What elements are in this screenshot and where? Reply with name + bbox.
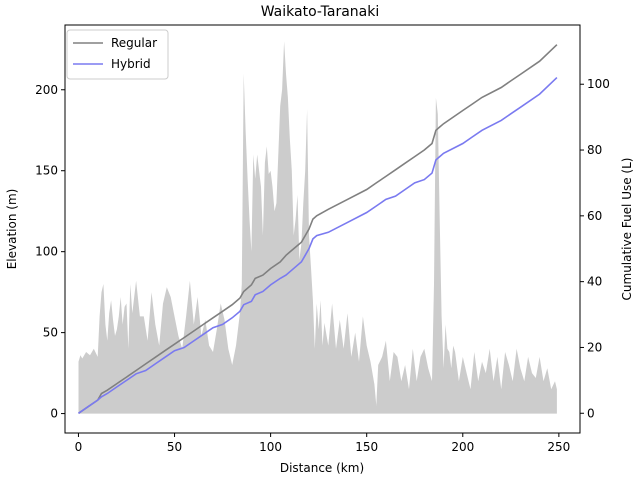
x-tick-label: 100 — [259, 440, 282, 454]
y2-tick-label: 0 — [587, 406, 595, 420]
y-tick-label: 50 — [43, 326, 58, 340]
y-axis-left: 0 50 100 150 200 — [35, 83, 65, 421]
x-axis: 0 50 100 150 200 250 — [75, 433, 570, 454]
series-line-hybrid — [78, 77, 558, 414]
legend-label-hybrid: Hybrid — [111, 57, 151, 71]
series-line-regular — [78, 44, 558, 414]
chart-title: Waikato-Taranaki — [261, 4, 380, 20]
y-axis-label: Elevation (m) — [5, 189, 19, 270]
y2-tick-label: 40 — [587, 275, 602, 289]
y2-tick-label: 100 — [587, 77, 610, 91]
x-tick-label: 150 — [355, 440, 378, 454]
elevation-area-layer — [78, 41, 557, 414]
elevation-area — [78, 41, 557, 414]
y2-tick-label: 80 — [587, 143, 602, 157]
y2-axis-label: Cumulative Fuel Use (L) — [620, 158, 634, 301]
series-layer — [78, 44, 558, 414]
x-tick-label: 0 — [75, 440, 83, 454]
x-tick-label: 250 — [547, 440, 570, 454]
y2-tick-label: 20 — [587, 340, 602, 354]
plot-area — [64, 24, 581, 434]
y-tick-label: 100 — [35, 245, 58, 259]
y2-tick-label: 60 — [587, 209, 602, 223]
y-tick-label: 150 — [35, 164, 58, 178]
y-tick-label: 200 — [35, 83, 58, 97]
y-tick-label: 0 — [50, 407, 58, 421]
x-axis-label: Distance (km) — [280, 461, 364, 475]
x-tick-label: 50 — [167, 440, 182, 454]
y-axis-right: 0 20 40 60 80 100 — [580, 77, 610, 420]
legend-label-regular: Regular — [111, 36, 157, 50]
plot-frame — [64, 24, 581, 434]
legend: Regular Hybrid — [66, 29, 169, 80]
x-tick-label: 200 — [451, 440, 474, 454]
